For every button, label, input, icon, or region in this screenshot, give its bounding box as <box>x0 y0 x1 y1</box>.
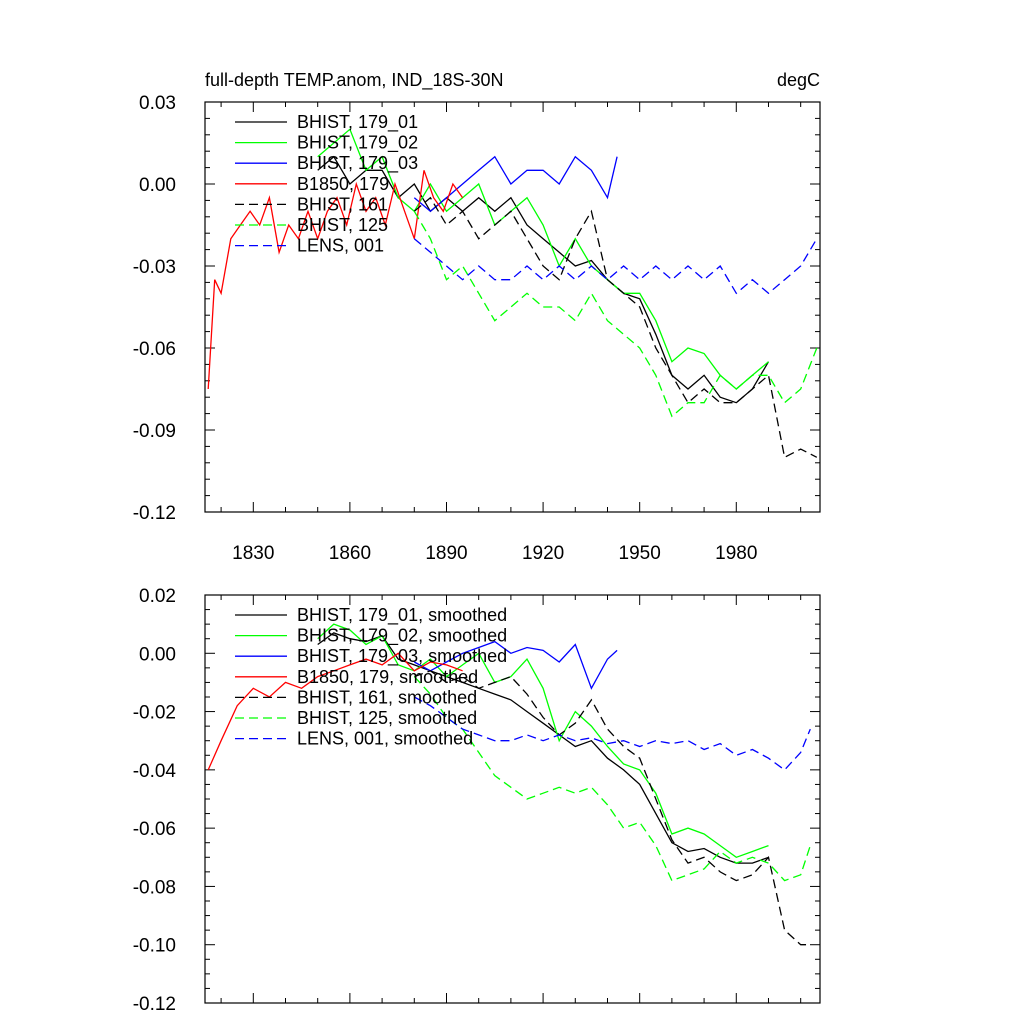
legend-entry: BHIST, 179_03 <box>297 153 418 174</box>
legend-entry: B1850, 179, smoothed <box>297 667 478 687</box>
series-line <box>317 623 769 859</box>
y-tick-label: -0.10 <box>133 936 176 957</box>
series-group <box>207 128 818 459</box>
series-line <box>413 155 618 213</box>
y-tick-label: -0.04 <box>133 761 177 782</box>
y-tick-label: 0.00 <box>139 644 176 665</box>
y-tick-label: -0.02 <box>133 703 176 724</box>
y-tick-label: -0.12 <box>133 503 176 524</box>
y-tick-label: -0.03 <box>133 257 176 278</box>
legend-entry: BHIST, 125 <box>297 215 388 235</box>
series-line <box>413 640 618 690</box>
x-tick-label: 1950 <box>619 543 661 564</box>
chart-title: full-depth TEMP.anom, IND_18S-30N <box>205 70 504 91</box>
bottom-panel: 0.02 0.00 -0.02 -0.04 -0.06 -0.08 -0.10 -0.12 BH… <box>133 586 821 1015</box>
legend-entry: BHIST, 179_01, smoothed <box>297 605 507 626</box>
units-label: degC <box>777 70 820 90</box>
y-tick-label: -0.06 <box>133 819 176 840</box>
series-line <box>317 155 770 404</box>
series-line <box>317 632 769 864</box>
y-tick-label: 0.00 <box>139 175 176 196</box>
legend-entry: BHIST, 179_03, smoothed <box>297 646 507 667</box>
y-tick-label: -0.12 <box>133 994 176 1015</box>
series-line <box>207 170 464 390</box>
legend-entry: BHIST, 179_02 <box>297 133 418 154</box>
x-tick-label: 1890 <box>425 543 467 564</box>
legend-entry: BHIST, 179_01 <box>297 112 418 133</box>
series-group <box>207 623 811 946</box>
x-tick-label: 1980 <box>715 543 757 564</box>
series-line <box>413 210 818 418</box>
x-tick-label: 1920 <box>522 543 564 564</box>
series-line <box>413 196 818 459</box>
y-tick-label: -0.09 <box>133 421 176 442</box>
plot-frame <box>204 101 821 513</box>
series-line <box>317 128 769 390</box>
legend-entry: BHIST, 161, smoothed <box>297 687 477 707</box>
series-line <box>413 696 811 771</box>
legend-entry: BHIST, 179_02, smoothed <box>297 626 507 647</box>
x-tick-label: 1860 <box>329 543 371 564</box>
y-tick-label: -0.08 <box>133 877 176 898</box>
legend-entry: LENS, 001 <box>297 236 384 256</box>
legend-entry: LENS, 001, smoothed <box>297 729 473 749</box>
series-line <box>414 670 811 946</box>
top-panel: full-depth TEMP.anom, IND_18S-30N degC 0.0… <box>133 70 821 564</box>
legend-entry: BHIST, 161 <box>297 194 388 214</box>
y-tick-label: 0.03 <box>139 93 176 114</box>
y-tick-label: 0.02 <box>139 586 176 607</box>
legend-entry: B1850, 179 <box>297 174 389 194</box>
y-tick-label: -0.06 <box>133 339 176 360</box>
series-line <box>413 676 811 882</box>
x-tick-label: 1830 <box>232 543 274 564</box>
legend-entry: BHIST, 125, smoothed <box>297 708 477 728</box>
series-line <box>413 238 818 295</box>
series-line <box>207 652 463 771</box>
